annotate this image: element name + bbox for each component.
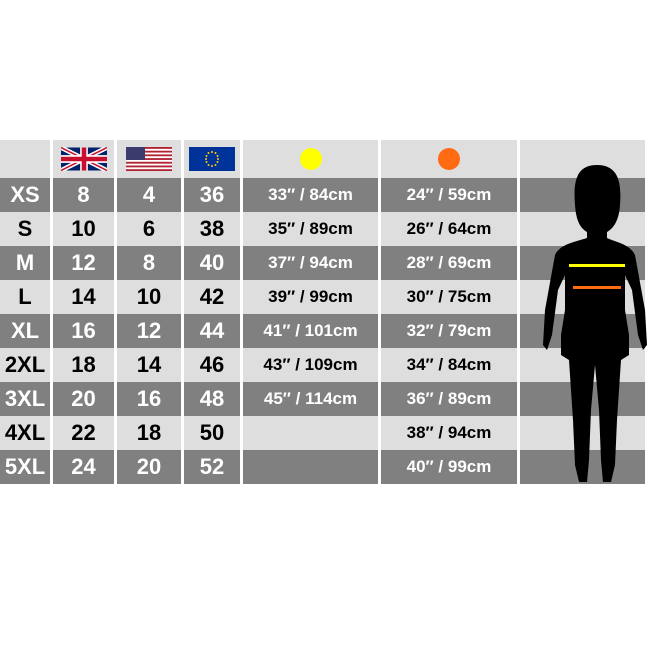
size-cell: XL	[0, 314, 50, 348]
waist-cell: 34″ / 84cm	[381, 348, 517, 382]
us-cell: 16	[117, 382, 181, 416]
waist-cell: 26″ / 64cm	[381, 212, 517, 246]
uk-cell: 20	[53, 382, 114, 416]
eu-cell: 48	[184, 382, 240, 416]
size-cell: L	[0, 280, 50, 314]
us-cell: 10	[117, 280, 181, 314]
eu-cell: 46	[184, 348, 240, 382]
table-row: XL 16 12 44 41″ / 101cm 32″ / 79cm	[0, 314, 650, 348]
size-cell: XS	[0, 178, 50, 212]
us-flag-icon	[117, 140, 181, 178]
bust-cell: 43″ / 109cm	[243, 348, 378, 382]
waist-cell: 28″ / 69cm	[381, 246, 517, 280]
eu-cell: 44	[184, 314, 240, 348]
us-cell: 4	[117, 178, 181, 212]
table-row: 5XL 24 20 52 40″ / 99cm	[0, 450, 650, 484]
header-row	[0, 140, 650, 178]
waist-dot-icon	[381, 140, 517, 178]
uk-cell: 18	[53, 348, 114, 382]
female-silhouette-icon	[543, 165, 647, 482]
eu-flag-icon	[184, 140, 240, 178]
waist-line	[573, 286, 621, 289]
bust-cell: 41″ / 101cm	[243, 314, 378, 348]
bust-cell: 37″ / 94cm	[243, 246, 378, 280]
size-cell: 3XL	[0, 382, 50, 416]
uk-cell: 8	[53, 178, 114, 212]
eu-cell: 36	[184, 178, 240, 212]
size-cell: M	[0, 246, 50, 280]
eu-cell: 40	[184, 246, 240, 280]
size-cell: 4XL	[0, 416, 50, 450]
us-cell: 18	[117, 416, 181, 450]
uk-cell: 22	[53, 416, 114, 450]
uk-cell: 16	[53, 314, 114, 348]
size-cell: 2XL	[0, 348, 50, 382]
table-row: 2XL 18 14 46 43″ / 109cm 34″ / 84cm	[0, 348, 650, 382]
waist-cell: 24″ / 59cm	[381, 178, 517, 212]
us-cell: 20	[117, 450, 181, 484]
uk-flag-icon	[53, 140, 114, 178]
bust-dot-icon	[243, 140, 378, 178]
bust-line	[569, 264, 625, 267]
bust-cell: 35″ / 89cm	[243, 212, 378, 246]
bust-cell: 33″ / 84cm	[243, 178, 378, 212]
bust-cell	[243, 416, 378, 450]
table-row: S 10 6 38 35″ / 89cm 26″ / 64cm	[0, 212, 650, 246]
uk-cell: 24	[53, 450, 114, 484]
waist-cell: 32″ / 79cm	[381, 314, 517, 348]
uk-cell: 10	[53, 212, 114, 246]
eu-cell: 52	[184, 450, 240, 484]
bust-cell: 39″ / 99cm	[243, 280, 378, 314]
us-cell: 14	[117, 348, 181, 382]
bust-cell	[243, 450, 378, 484]
waist-cell: 40″ / 99cm	[381, 450, 517, 484]
eu-cell: 50	[184, 416, 240, 450]
bust-cell: 45″ / 114cm	[243, 382, 378, 416]
size-cell: 5XL	[0, 450, 50, 484]
eu-cell: 42	[184, 280, 240, 314]
eu-cell: 38	[184, 212, 240, 246]
size-cell: S	[0, 212, 50, 246]
size-chart-table: XS 8 4 36 33″ / 84cm 24″ / 59cm S 10 6 38 35″ / 89…	[0, 140, 650, 484]
header-size-cell	[0, 140, 50, 178]
waist-cell: 38″ / 94cm	[381, 416, 517, 450]
uk-cell: 12	[53, 246, 114, 280]
us-cell: 8	[117, 246, 181, 280]
us-cell: 6	[117, 212, 181, 246]
us-cell: 12	[117, 314, 181, 348]
waist-cell: 36″ / 89cm	[381, 382, 517, 416]
uk-cell: 14	[53, 280, 114, 314]
waist-cell: 30″ / 75cm	[381, 280, 517, 314]
